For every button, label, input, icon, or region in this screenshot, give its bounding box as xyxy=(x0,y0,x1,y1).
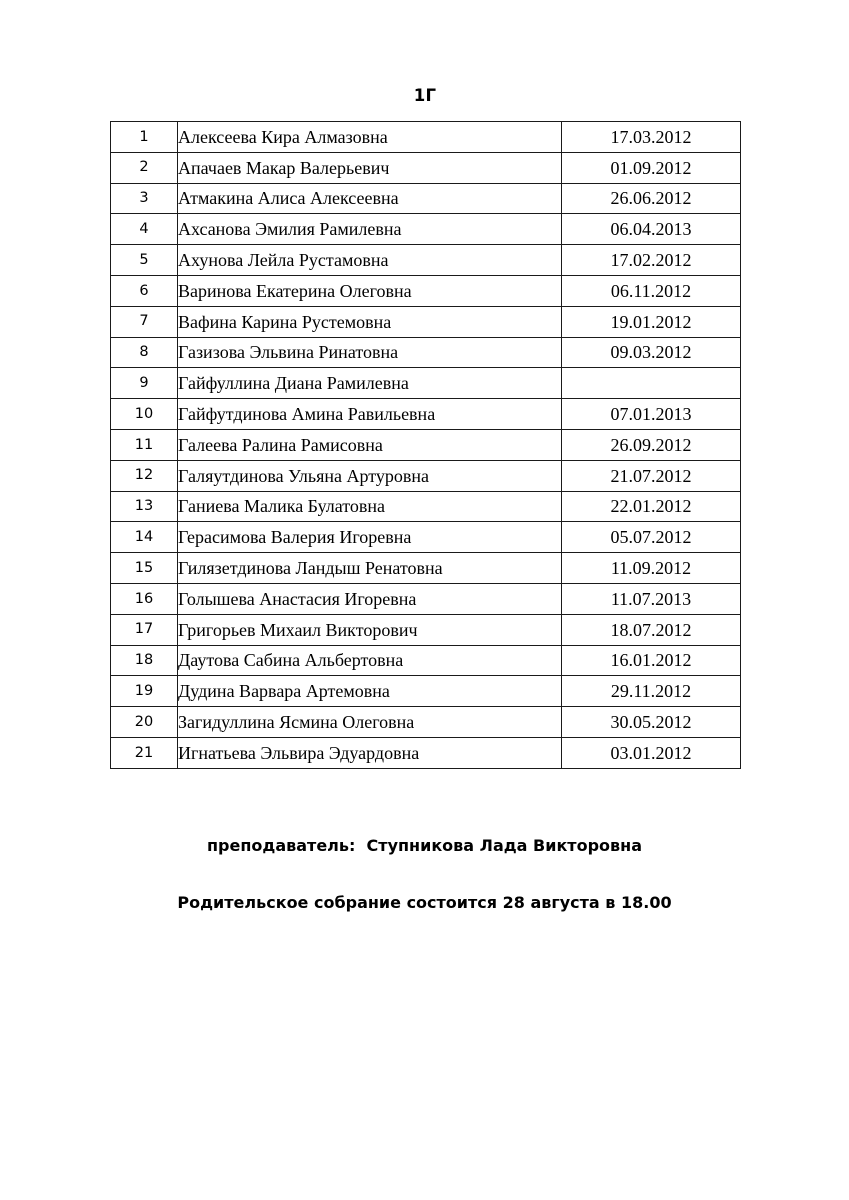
table-row: 4 Ахсанова Эмилия Рамилевна 06.04.2013 xyxy=(110,213,741,246)
row-number-cell: 11 xyxy=(110,428,178,461)
row-number-cell: 1 xyxy=(110,121,178,153)
row-number-cell: 19 xyxy=(110,675,178,708)
row-number-cell: 13 xyxy=(110,490,178,523)
student-name-cell: Газизова Эльвина Ринатовна xyxy=(177,336,562,369)
birth-date-cell: 17.03.2012 xyxy=(561,121,741,153)
row-number-cell: 16 xyxy=(110,582,178,615)
table-row: 12 Галяутдинова Ульяна Артуровна 21.07.201… xyxy=(110,459,741,492)
student-name-cell: Голышева Анастасия Игоревна xyxy=(177,582,562,615)
table-row: 5 Ахунова Лейла Рустамовна 17.02.2012 xyxy=(110,244,741,276)
birth-date-cell: 06.11.2012 xyxy=(561,274,741,307)
birth-date-cell: 30.05.2012 xyxy=(561,706,741,738)
student-name-cell: Григорьев Михаил Викторович xyxy=(177,613,562,646)
table-row: 6 Варинова Екатерина Олеговна 06.11.2012 xyxy=(110,274,741,307)
table-row: 18 Даутова Сабина Альбертовна 16.01.2012 xyxy=(110,644,741,677)
row-number-cell: 9 xyxy=(110,367,178,400)
birth-date-cell: 17.02.2012 xyxy=(561,244,741,276)
row-number-cell: 21 xyxy=(110,736,178,769)
birth-date-cell: 26.09.2012 xyxy=(561,428,741,461)
row-number-cell: 6 xyxy=(110,274,178,307)
birth-date-cell: 11.07.2013 xyxy=(561,582,741,615)
student-name-cell: Варинова Екатерина Олеговна xyxy=(177,274,562,307)
table-row: 15 Гилязетдинова Ландыш Ренатовна 11.09.20… xyxy=(110,552,741,584)
birth-date-cell: 22.01.2012 xyxy=(561,490,741,523)
student-name-cell: Дудина Варвара Артемовна xyxy=(177,675,562,708)
birth-date-cell: 09.03.2012 xyxy=(561,336,741,369)
row-number-cell: 2 xyxy=(110,151,178,184)
birth-date-cell: 19.01.2012 xyxy=(561,305,741,338)
roster-table-container: 1 Алексеева Кира Алмазовна 17.03.2012 2 Апач… xyxy=(110,121,741,769)
table-row: 7 Вафина Карина Рустемовна 19.01.2012 xyxy=(110,305,741,338)
birth-date-cell: 26.06.2012 xyxy=(561,182,741,215)
student-name-cell: Атмакина Алиса Алексеевна xyxy=(177,182,562,215)
teacher-note: преподаватель: Ступникова Лада Викторовн… xyxy=(207,836,642,855)
row-number-cell: 12 xyxy=(110,459,178,492)
table-row: 1 Алексеева Кира Алмазовна 17.03.2012 xyxy=(110,121,741,153)
table-row: 9 Гайфуллина Диана Рамилевна xyxy=(110,367,741,400)
student-name-cell: Даутова Сабина Альбертовна xyxy=(177,644,562,677)
birth-date-cell: 05.07.2012 xyxy=(561,521,741,554)
table-row: 17 Григорьев Михаил Викторович 18.07.2012 xyxy=(110,613,741,646)
birth-date-cell: 11.09.2012 xyxy=(561,552,741,584)
student-name-cell: Алексеева Кира Алмазовна xyxy=(177,121,562,153)
student-name-cell: Игнатьева Эльвира Эдуардовна xyxy=(177,736,562,769)
table-row: 3 Атмакина Алиса Алексеевна 26.06.2012 xyxy=(110,182,741,215)
row-number-cell: 18 xyxy=(110,644,178,677)
table-row: 14 Герасимова Валерия Игоревна 05.07.2012 xyxy=(110,521,741,554)
birth-date-cell: 07.01.2013 xyxy=(561,398,741,430)
table-row: 19 Дудина Варвара Артемовна 29.11.2012 xyxy=(110,675,741,708)
student-name-cell: Гайфутдинова Амина Равильевна xyxy=(177,398,562,430)
student-name-cell: Апачаев Макар Валерьевич xyxy=(177,151,562,184)
roster-table-body: 1 Алексеева Кира Алмазовна 17.03.2012 2 Апач… xyxy=(110,121,741,769)
student-name-cell: Галяутдинова Ульяна Артуровна xyxy=(177,459,562,492)
row-number-cell: 10 xyxy=(110,398,178,430)
row-number-cell: 8 xyxy=(110,336,178,369)
birth-date-cell: 29.11.2012 xyxy=(561,675,741,708)
birth-date-cell: 01.09.2012 xyxy=(561,151,741,184)
row-number-cell: 5 xyxy=(110,244,178,276)
roster-table: 1 Алексеева Кира Алмазовна 17.03.2012 2 Апач… xyxy=(110,121,741,769)
table-row: 8 Газизова Эльвина Ринатовна 09.03.2012 xyxy=(110,336,741,369)
student-name-cell: Галеева Ралина Рамисовна xyxy=(177,428,562,461)
row-number-cell: 20 xyxy=(110,706,178,738)
student-name-cell: Загидуллина Ясмина Олеговна xyxy=(177,706,562,738)
birth-date-cell: 06.04.2013 xyxy=(561,213,741,246)
birth-date-cell: 21.07.2012 xyxy=(561,459,741,492)
table-row: 10 Гайфутдинова Амина Равильевна 07.01.201… xyxy=(110,398,741,430)
table-row: 13 Ганиева Малика Булатовна 22.01.2012 xyxy=(110,490,741,523)
birth-date-cell: 03.01.2012 xyxy=(561,736,741,769)
birth-date-cell xyxy=(561,367,741,400)
student-name-cell: Ахунова Лейла Рустамовна xyxy=(177,244,562,276)
student-name-cell: Ганиева Малика Булатовна xyxy=(177,490,562,523)
row-number-cell: 15 xyxy=(110,552,178,584)
table-row: 2 Апачаев Макар Валерьевич 01.09.2012 xyxy=(110,151,741,184)
row-number-cell: 14 xyxy=(110,521,178,554)
table-row: 20 Загидуллина Ясмина Олеговна 30.05.2012 xyxy=(110,706,741,738)
student-name-cell: Гайфуллина Диана Рамилевна xyxy=(177,367,562,400)
page-title: 1Г xyxy=(413,86,437,105)
birth-date-cell: 16.01.2012 xyxy=(561,644,741,677)
student-name-cell: Вафина Карина Рустемовна xyxy=(177,305,562,338)
row-number-cell: 4 xyxy=(110,213,178,246)
row-number-cell: 17 xyxy=(110,613,178,646)
birth-date-cell: 18.07.2012 xyxy=(561,613,741,646)
student-name-cell: Ахсанова Эмилия Рамилевна xyxy=(177,213,562,246)
row-number-cell: 7 xyxy=(110,305,178,338)
row-number-cell: 3 xyxy=(110,182,178,215)
student-name-cell: Герасимова Валерия Игоревна xyxy=(177,521,562,554)
table-row: 16 Голышева Анастасия Игоревна 11.07.2013 xyxy=(110,582,741,615)
student-name-cell: Гилязетдинова Ландыш Ренатовна xyxy=(177,552,562,584)
parent-meeting-note: Родительское собрание состоится 28 авгус… xyxy=(177,893,672,912)
table-row: 11 Галеева Ралина Рамисовна 26.09.2012 xyxy=(110,428,741,461)
table-row: 21 Игнатьева Эльвира Эдуардовна 03.01.2012 xyxy=(110,736,741,769)
